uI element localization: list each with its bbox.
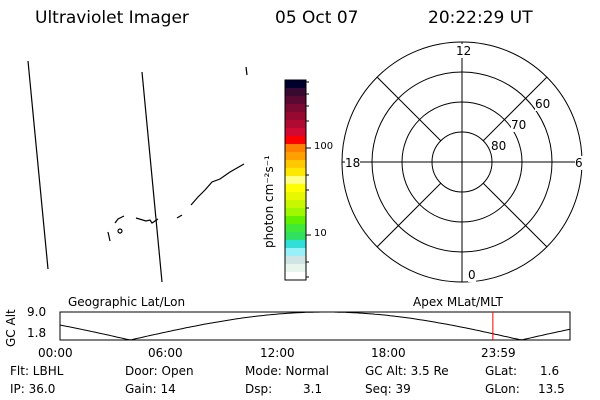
colorbar-band — [285, 248, 306, 257]
apex-label: Apex MLat/MLT — [413, 295, 503, 309]
instrument-title: Ultraviolet Imager — [35, 8, 189, 28]
colorbar-band — [285, 168, 306, 177]
colorbar-band — [285, 88, 306, 97]
gain-status: Gain: 14 — [125, 382, 176, 396]
colorbar-band — [285, 160, 306, 169]
dsp-value: 3.1 — [303, 382, 323, 396]
ytick-1.8: 1.8 — [27, 326, 47, 340]
colorbar-band — [285, 176, 306, 185]
colorbar-band — [285, 104, 306, 113]
mlt-label-12: 12 — [456, 44, 472, 58]
colorbar-band — [285, 144, 306, 153]
colorbar-band — [285, 136, 306, 145]
geographic-label: Geographic Lat/Lon — [68, 295, 186, 309]
colorbar-band — [285, 112, 306, 121]
glat-value: 1.6 — [540, 364, 560, 378]
glat-label: GLat: — [485, 364, 518, 378]
colorbar-band — [285, 184, 306, 193]
colorbar-band — [285, 128, 306, 137]
colorbar-band — [285, 96, 306, 105]
colorbar-label: photon cm⁻²s⁻¹ — [262, 155, 276, 248]
mlt-label-18: 18 — [345, 156, 361, 170]
colorbar-tick-10: 10 — [314, 228, 327, 239]
colorbar-band — [285, 264, 306, 273]
coastline — [135, 217, 159, 224]
xtick-1800: 18:00 — [371, 346, 406, 360]
colorbar-band — [285, 200, 306, 209]
lat-label-70: 70 — [511, 118, 527, 132]
gc-alt-axis-label: GC Alt — [4, 309, 18, 347]
altitude-curve — [59, 311, 571, 341]
dsp-label: Dsp: — [245, 382, 273, 396]
coastline — [117, 228, 123, 234]
door-status: Door: Open — [125, 364, 194, 378]
colorbar-band — [285, 224, 306, 233]
mlt-label-0: 0 — [468, 268, 476, 282]
coastline — [107, 231, 111, 242]
map-meridian — [141, 71, 163, 283]
colorbar-band — [285, 272, 306, 281]
colorbar-band — [285, 232, 306, 241]
colorbar-band — [285, 208, 306, 217]
gc-alt-status: GC Alt: 3.5 Re — [365, 364, 449, 378]
colorbar-frame — [284, 79, 307, 281]
colorbar-band — [285, 240, 306, 249]
altitude-plot — [59, 311, 571, 341]
colorbar — [285, 80, 306, 281]
colorbar-band — [285, 192, 306, 201]
colorbar-band — [285, 152, 306, 161]
seq-status: Seq: 39 — [365, 382, 411, 396]
xtick-2359: 23:59 — [481, 346, 516, 360]
map-meridian — [27, 60, 49, 270]
date-label: 05 Oct 07 — [275, 8, 359, 28]
xtick-1200: 12:00 — [260, 346, 295, 360]
colorbar-band — [285, 80, 306, 89]
ytick-9: 9.0 — [27, 305, 47, 319]
lat-label-80: 80 — [491, 139, 507, 153]
glon-value: 13.5 — [538, 382, 565, 396]
mlt-label-6: 6 — [575, 156, 583, 170]
coastline — [190, 163, 245, 206]
time-label: 20:22:29 UT — [428, 8, 533, 28]
glon-label: GLon: — [485, 382, 520, 396]
ip-status: IP: 36.0 — [10, 382, 56, 396]
polar-grid — [341, 41, 583, 283]
coastline — [245, 66, 248, 76]
filter-status: Flt: LBHL — [10, 364, 64, 378]
coastline — [114, 215, 125, 224]
colorbar-tick-100: 100 — [314, 141, 334, 152]
colorbar-band — [285, 256, 306, 265]
colorbar-band — [285, 216, 306, 225]
mode-status: Mode: Normal — [245, 364, 329, 378]
colorbar-ticks — [306, 81, 311, 278]
coastline — [176, 214, 183, 219]
lat-label-60: 60 — [535, 97, 551, 111]
colorbar-band — [285, 120, 306, 129]
xtick-0600: 06:00 — [148, 346, 183, 360]
geographic-map — [27, 60, 248, 283]
xtick-0000: 00:00 — [38, 346, 73, 360]
